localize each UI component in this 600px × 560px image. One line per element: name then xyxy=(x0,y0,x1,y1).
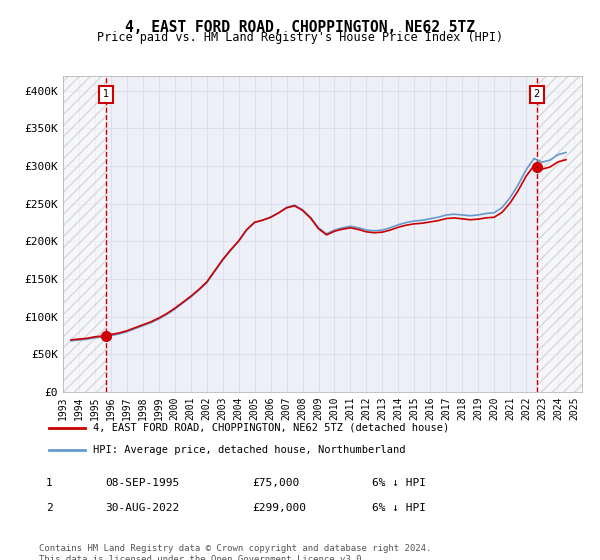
Text: 1: 1 xyxy=(103,90,109,100)
Text: £299,000: £299,000 xyxy=(252,503,306,513)
Text: £75,000: £75,000 xyxy=(252,478,299,488)
Text: 6% ↓ HPI: 6% ↓ HPI xyxy=(372,503,426,513)
Text: 4, EAST FORD ROAD, CHOPPINGTON, NE62 5TZ (detached house): 4, EAST FORD ROAD, CHOPPINGTON, NE62 5TZ… xyxy=(93,423,449,433)
Text: 2: 2 xyxy=(46,503,53,513)
Text: 2: 2 xyxy=(533,90,540,100)
Text: HPI: Average price, detached house, Northumberland: HPI: Average price, detached house, Nort… xyxy=(93,445,406,455)
Text: Price paid vs. HM Land Registry's House Price Index (HPI): Price paid vs. HM Land Registry's House … xyxy=(97,31,503,44)
Text: 30-AUG-2022: 30-AUG-2022 xyxy=(105,503,179,513)
Text: 1: 1 xyxy=(46,478,53,488)
Text: Contains HM Land Registry data © Crown copyright and database right 2024.
This d: Contains HM Land Registry data © Crown c… xyxy=(39,544,431,560)
Bar xyxy=(63,76,106,392)
Text: 08-SEP-1995: 08-SEP-1995 xyxy=(105,478,179,488)
Bar xyxy=(537,76,582,392)
Text: 4, EAST FORD ROAD, CHOPPINGTON, NE62 5TZ: 4, EAST FORD ROAD, CHOPPINGTON, NE62 5TZ xyxy=(125,20,475,35)
Text: 6% ↓ HPI: 6% ↓ HPI xyxy=(372,478,426,488)
